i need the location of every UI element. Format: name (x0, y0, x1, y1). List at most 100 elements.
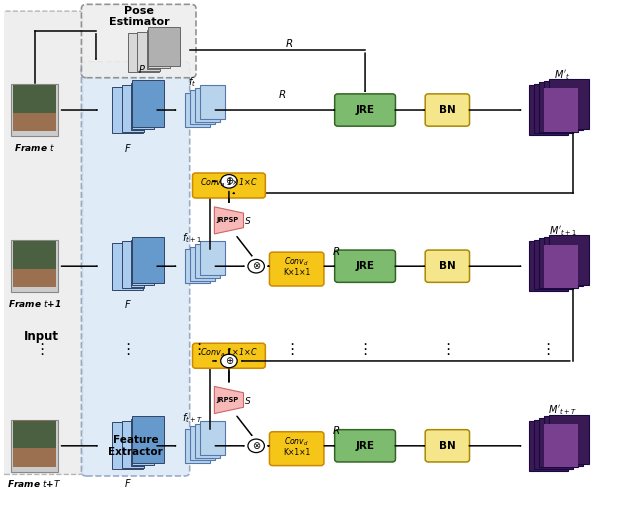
Text: $f_{t+1}$: $f_{t+1}$ (182, 231, 202, 245)
Bar (189, 247, 215, 280)
Circle shape (221, 354, 237, 367)
Bar (200, 242, 225, 275)
Bar (132, 418, 154, 465)
Text: JRPSP: JRPSP (217, 217, 239, 223)
Bar (529, 421, 568, 470)
Bar (184, 429, 210, 462)
Text: Frame $t$+1: Frame $t$+1 (8, 298, 61, 309)
Bar (131, 419, 144, 466)
Bar (189, 426, 215, 460)
Text: ⋮: ⋮ (285, 342, 300, 357)
Text: Frame $t$+$T$: Frame $t$+$T$ (8, 478, 62, 489)
Bar (544, 424, 579, 467)
Text: Pose
Estimator: Pose Estimator (108, 6, 169, 27)
Bar (200, 421, 225, 455)
Bar (112, 243, 144, 290)
Bar (189, 90, 215, 124)
Bar (539, 82, 579, 132)
Bar (122, 241, 144, 288)
Text: K×1×1: K×1×1 (283, 448, 310, 457)
Text: $R$: $R$ (285, 37, 293, 49)
Text: ⋮: ⋮ (191, 342, 207, 357)
Bar (534, 420, 574, 469)
Text: $M'_t$: $M'_t$ (554, 68, 571, 81)
Bar (549, 235, 588, 284)
Text: $F$: $F$ (124, 141, 131, 153)
Bar (13, 241, 56, 269)
Text: JRE: JRE (355, 105, 375, 115)
Bar (529, 85, 568, 135)
Bar (13, 85, 56, 130)
Bar (132, 416, 164, 463)
Bar (13, 241, 56, 287)
Bar (13, 421, 56, 448)
Circle shape (248, 259, 264, 273)
Bar (122, 85, 144, 132)
Bar (132, 236, 164, 283)
Text: ⋮: ⋮ (357, 342, 373, 357)
Text: BN: BN (439, 441, 456, 451)
Text: Frame $t$: Frame $t$ (14, 142, 55, 153)
Bar (544, 245, 579, 288)
Text: JRPSP: JRPSP (217, 397, 239, 403)
Text: BN: BN (439, 261, 456, 271)
Text: Feature
Extractor: Feature Extractor (108, 435, 163, 457)
FancyBboxPatch shape (193, 343, 265, 368)
Bar (11, 420, 58, 472)
Text: ⊕: ⊕ (225, 176, 233, 186)
Circle shape (221, 174, 237, 188)
Text: $M'_{t+1}$: $M'_{t+1}$ (549, 224, 577, 238)
Text: $R$: $R$ (332, 424, 340, 436)
Text: ⋮: ⋮ (34, 342, 49, 357)
Text: $R$: $R$ (278, 88, 286, 100)
Bar (549, 79, 588, 128)
Text: ⋮: ⋮ (440, 342, 455, 357)
Bar (131, 240, 144, 287)
Text: $M'_{t+T}$: $M'_{t+T}$ (548, 404, 577, 417)
Bar (137, 32, 160, 70)
FancyBboxPatch shape (425, 250, 470, 282)
FancyBboxPatch shape (269, 432, 324, 466)
Bar (122, 421, 144, 468)
Bar (147, 29, 170, 67)
Bar (534, 84, 574, 133)
Bar (147, 30, 160, 69)
Text: ⊕: ⊕ (225, 356, 233, 366)
Text: $F$: $F$ (124, 298, 131, 310)
Text: $Conv_d$: $Conv_d$ (285, 435, 309, 448)
Bar (195, 424, 220, 457)
Bar (132, 82, 154, 129)
Bar (544, 88, 579, 132)
FancyBboxPatch shape (425, 94, 470, 126)
FancyBboxPatch shape (82, 62, 189, 476)
Text: BN: BN (439, 105, 456, 115)
Polygon shape (214, 386, 244, 413)
Text: JRE: JRE (355, 441, 375, 451)
FancyBboxPatch shape (335, 94, 396, 126)
Circle shape (248, 439, 264, 453)
Text: $f_{t+T}$: $f_{t+T}$ (182, 411, 203, 424)
FancyBboxPatch shape (335, 250, 396, 282)
Text: $Conv_a$ 1×1×C: $Conv_a$ 1×1×C (200, 176, 258, 188)
Text: ⋮: ⋮ (540, 342, 555, 357)
Bar (13, 113, 56, 131)
Bar (539, 239, 579, 288)
FancyBboxPatch shape (425, 430, 470, 462)
Bar (544, 417, 584, 466)
Bar (112, 422, 144, 469)
FancyBboxPatch shape (82, 4, 196, 78)
Bar (529, 242, 568, 291)
FancyBboxPatch shape (2, 11, 83, 474)
Bar (184, 250, 210, 283)
Text: JRE: JRE (355, 261, 375, 271)
Bar (195, 244, 220, 278)
Bar (539, 418, 579, 467)
Text: $R$: $R$ (332, 245, 340, 257)
Text: $S$: $S$ (244, 215, 251, 226)
Bar (200, 85, 225, 119)
Bar (534, 240, 574, 289)
Text: $Conv_a$ 1×1×C: $Conv_a$ 1×1×C (200, 347, 258, 359)
Text: $P$: $P$ (138, 63, 146, 75)
Bar (13, 269, 56, 287)
Polygon shape (214, 207, 244, 234)
